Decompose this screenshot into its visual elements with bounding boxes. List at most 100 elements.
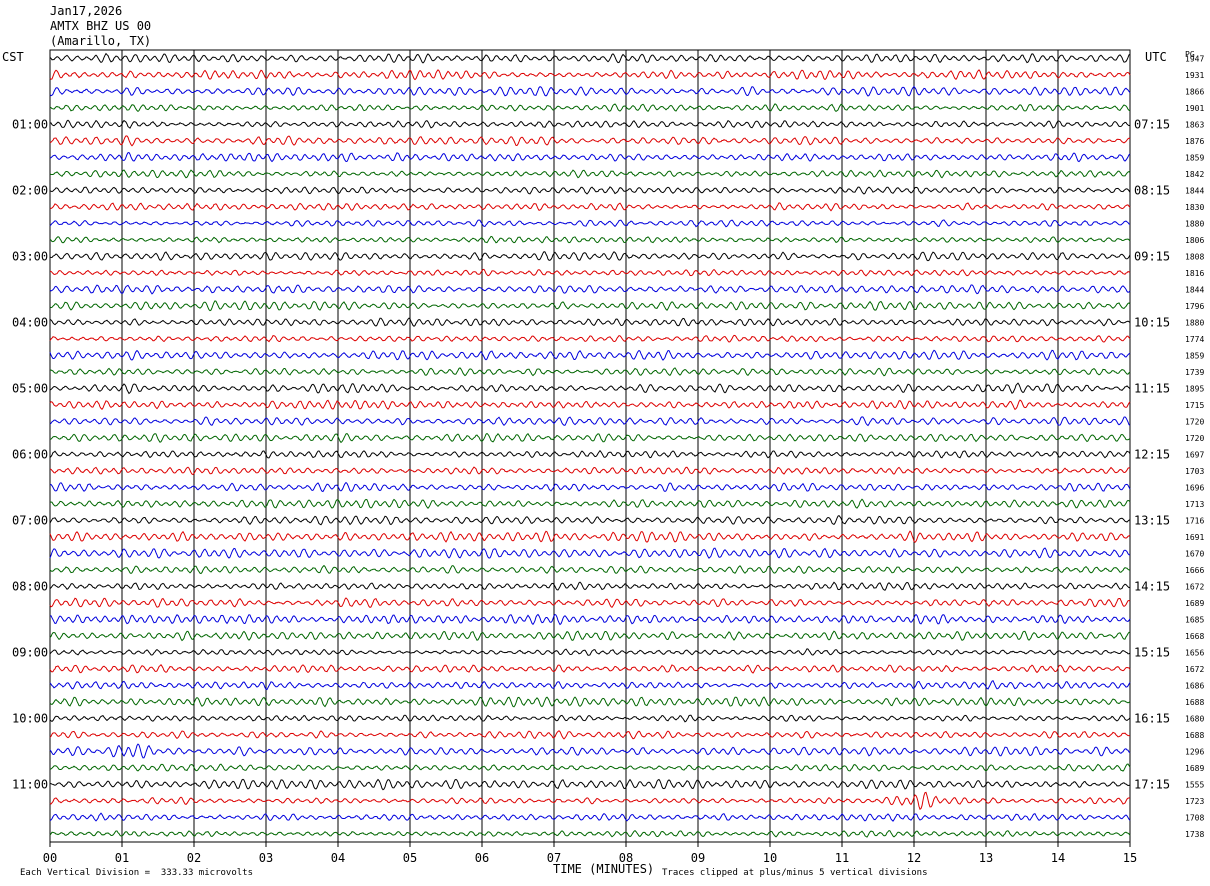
row-count: 1866	[1185, 87, 1204, 96]
traces	[49, 52, 1131, 838]
left-hour-label: 03:00	[12, 249, 48, 263]
row-count: 1739	[1185, 368, 1204, 377]
trace-row-25	[49, 449, 1131, 459]
row-count: 1689	[1185, 599, 1204, 608]
x-tick-label-03: 03	[259, 851, 273, 865]
header-date: Jan17,2026	[50, 4, 123, 18]
right-hour-label: 12:15	[1134, 447, 1170, 461]
row-count: 1666	[1185, 566, 1204, 575]
trace-row-9	[49, 186, 1131, 195]
left-hour-label: 01:00	[12, 117, 48, 131]
right-hour-label: 09:15	[1134, 249, 1170, 263]
right-hour-label: 08:15	[1134, 183, 1170, 197]
left-hour-label: 07:00	[12, 513, 48, 527]
trace-row-4	[49, 103, 1131, 113]
row-count: 1686	[1185, 681, 1204, 690]
row-count: 1703	[1185, 467, 1204, 476]
trace-row-46	[49, 791, 1131, 810]
vertical-division-note: Each Vertical Division = 333.33 microvol…	[20, 868, 253, 878]
left-hour-label: 02:00	[12, 183, 48, 197]
trace-row-6	[49, 135, 1131, 147]
row-count: 1708	[1185, 813, 1204, 822]
x-tick-label-13: 13	[979, 851, 993, 865]
row-count: 1880	[1185, 318, 1204, 327]
row-count: 1844	[1185, 285, 1204, 294]
row-count: 1555	[1185, 780, 1204, 789]
row-count: 1688	[1185, 731, 1204, 740]
trace-row-26	[49, 466, 1131, 476]
trace-row-17	[49, 317, 1131, 327]
trace-row-8	[49, 169, 1131, 179]
trace-row-40	[49, 696, 1131, 708]
x-tick-label-05: 05	[403, 851, 417, 865]
trace-row-3	[49, 85, 1131, 97]
trace-row-2	[49, 69, 1131, 81]
trace-row-32	[49, 564, 1131, 575]
row-count: 1713	[1185, 500, 1204, 509]
row-count: 1688	[1185, 698, 1204, 707]
right-hour-labels: 07:15 08:15 09:15 10:15 11:15 12:15 13:15 14:15…	[1134, 117, 1170, 791]
row-count: 1830	[1185, 203, 1204, 212]
trace-row-45	[50, 778, 1131, 791]
trace-row-15	[49, 284, 1131, 295]
trace-row-7	[49, 151, 1131, 163]
trace-row-22	[49, 399, 1131, 411]
row-count: 1672	[1185, 582, 1204, 591]
row-count: 1685	[1185, 615, 1204, 624]
right-hour-label: 15:15	[1134, 645, 1170, 659]
left-hour-label: 05:00	[12, 381, 48, 395]
trace-row-19	[49, 349, 1131, 361]
header-station: AMTX BHZ US 00	[50, 19, 152, 33]
left-hour-labels: 01:00 02:00 03:00 04:00 05:00 06:00 07:00 08:00…	[12, 117, 48, 791]
trace-row-41	[49, 714, 1131, 723]
trace-row-37	[49, 648, 1131, 656]
trace-row-36	[49, 630, 1131, 642]
clipping-note: Traces clipped at plus/minus 5 vertical …	[662, 868, 928, 878]
row-count: 1656	[1185, 648, 1204, 657]
row-count: 1723	[1185, 797, 1204, 806]
row-count: 1696	[1185, 483, 1204, 492]
left-hour-label: 11:00	[12, 777, 48, 791]
x-tick-label-07: 07	[547, 851, 561, 865]
row-count: 1680	[1185, 714, 1204, 723]
trace-row-34	[49, 597, 1131, 608]
trace-row-44	[49, 763, 1131, 772]
left-hour-label: 04:00	[12, 315, 48, 329]
row-count: 1863	[1185, 120, 1204, 129]
trace-row-38	[49, 664, 1131, 674]
trace-row-48	[49, 829, 1131, 838]
trace-row-33	[49, 581, 1131, 591]
x-tick-label-12: 12	[907, 851, 921, 865]
trace-row-31	[49, 547, 1131, 559]
row-count: 1859	[1185, 153, 1204, 162]
row-count: 1774	[1185, 335, 1204, 344]
x-tick-label-09: 09	[691, 851, 705, 865]
x-tick-label-08: 08	[619, 851, 633, 865]
trace-row-5	[49, 119, 1131, 129]
row-count: 1296	[1185, 747, 1204, 756]
row-count: 1806	[1185, 236, 1204, 245]
x-tick-label-01: 01	[115, 851, 129, 865]
trace-row-28	[49, 498, 1131, 509]
trace-row-35	[49, 613, 1131, 626]
row-count: 1859	[1185, 351, 1204, 360]
row-count: 1720	[1185, 434, 1204, 443]
row-count: 1689	[1185, 764, 1204, 773]
row-count: 1931	[1185, 71, 1204, 80]
x-tick-label-14: 14	[1051, 851, 1065, 865]
row-count: 1720	[1185, 417, 1204, 426]
right-hour-label: 16:15	[1134, 711, 1170, 725]
trace-row-43	[49, 743, 1131, 759]
trace-row-47	[49, 812, 1131, 822]
trace-row-29	[49, 514, 1131, 526]
x-tick-label-10: 10	[763, 851, 777, 865]
trace-row-1	[49, 52, 1131, 64]
trace-row-11	[49, 219, 1131, 228]
row-count: 1715	[1185, 401, 1204, 410]
row-counter-label: PG	[1185, 50, 1195, 59]
trace-row-13	[49, 251, 1131, 262]
trace-row-14	[50, 268, 1131, 277]
row-count: 1716	[1185, 516, 1204, 525]
row-count: 1876	[1185, 137, 1204, 146]
